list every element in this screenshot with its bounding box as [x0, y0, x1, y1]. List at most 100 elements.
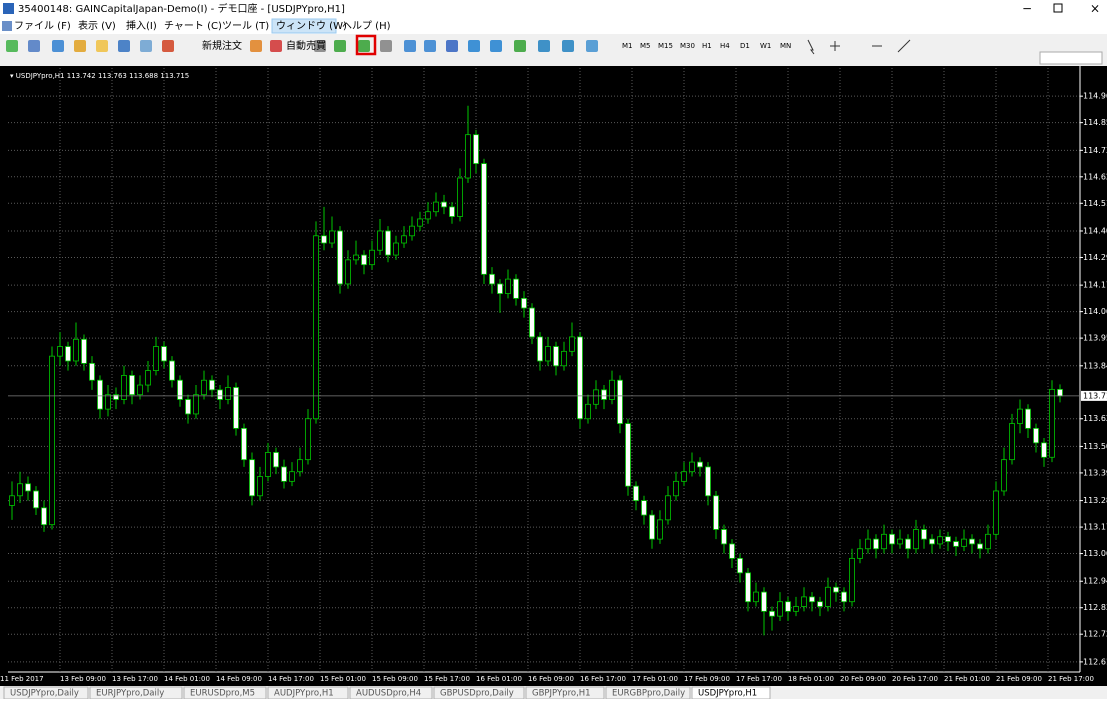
tool-icon[interactable] — [6, 40, 18, 52]
tool-icon[interactable] — [490, 40, 502, 52]
timeframe[interactable]: D1 — [740, 42, 750, 50]
tab-label[interactable]: EURJPYpro,Daily — [96, 689, 164, 699]
draw-tool[interactable] — [897, 39, 911, 53]
timeframe[interactable]: MN — [780, 42, 791, 50]
tool-icon[interactable] — [586, 40, 598, 52]
timeframe[interactable]: H4 — [720, 42, 730, 50]
candle-body — [737, 557, 743, 574]
candle-body — [273, 452, 279, 468]
candle-body — [409, 225, 415, 237]
app-icon — [3, 3, 14, 14]
candle-body — [369, 249, 375, 266]
x-tick-label: 16 Feb 17:00 — [580, 675, 626, 683]
tool-icon[interactable] — [468, 40, 480, 52]
candle-body — [753, 591, 759, 603]
close[interactable]: × — [1090, 2, 1100, 16]
candle-body — [881, 533, 887, 550]
tab-label[interactable]: AUDUSDpro,H4 — [356, 689, 421, 699]
candle-body — [801, 596, 807, 607]
tool-icon[interactable] — [446, 40, 458, 52]
candle-body — [705, 466, 711, 497]
candle-body — [305, 418, 311, 461]
tool-icon[interactable] — [74, 40, 86, 52]
candle-body — [1041, 442, 1047, 458]
menu-item[interactable]: 表示 (V) — [78, 19, 116, 32]
menu-item[interactable]: ツール (T) — [222, 21, 269, 32]
minimize[interactable]: − — [1022, 2, 1032, 16]
tab-label[interactable]: GBPUSDpro,Daily — [440, 689, 514, 699]
y-tick-label: 113.505 — [1083, 442, 1107, 451]
candle-body — [289, 471, 295, 482]
candle-body — [193, 394, 199, 415]
candle-body — [521, 297, 527, 309]
timeframe[interactable]: M30 — [680, 42, 695, 50]
tool-icon[interactable] — [270, 40, 282, 52]
chart-header: ▾ USDJPYpro,H1 113.742 113.763 113.688 1… — [10, 72, 189, 80]
candle-body — [649, 514, 655, 540]
tool-icon[interactable] — [250, 40, 262, 52]
tool-icon[interactable] — [28, 40, 40, 52]
search-box[interactable] — [1039, 51, 1103, 65]
highlight-box — [355, 34, 377, 56]
candle-body — [401, 235, 407, 244]
candle-body — [137, 384, 143, 396]
candle-body — [17, 483, 23, 497]
candle-body — [337, 230, 343, 285]
tab-label[interactable]: GBPJPYpro,H1 — [532, 689, 591, 699]
candle-body — [849, 557, 855, 603]
tool-icon[interactable] — [334, 40, 346, 52]
candle-body — [73, 338, 79, 362]
candle-body — [33, 490, 39, 509]
y-tick-label: 113.620 — [1083, 414, 1107, 423]
timeframe[interactable]: M15 — [658, 42, 673, 50]
candle-body — [945, 536, 951, 542]
candle-body — [617, 379, 623, 424]
tool-icon[interactable] — [424, 40, 436, 52]
restore[interactable] — [1053, 3, 1063, 13]
candle-body — [25, 483, 31, 492]
y-tick-label: 113.955 — [1083, 334, 1107, 343]
tool-button[interactable]: 新規注文 — [202, 39, 242, 52]
menu-item[interactable]: チャート (C) — [164, 20, 222, 32]
timeframe[interactable]: M5 — [640, 42, 651, 50]
timeframe[interactable]: W1 — [760, 42, 771, 50]
tool-icon[interactable] — [162, 40, 174, 52]
tool-icon[interactable] — [404, 40, 416, 52]
tool-icon[interactable] — [538, 40, 550, 52]
candle-body — [321, 235, 327, 244]
x-tick-label: 16 Feb 01:00 — [476, 675, 522, 683]
timeframe[interactable]: H1 — [702, 42, 712, 50]
timeframe[interactable]: M1 — [622, 42, 633, 50]
tool-icon[interactable] — [140, 40, 152, 52]
tab-label[interactable]: EURUSDpro,M5 — [190, 689, 255, 699]
tool-icon[interactable] — [514, 40, 526, 52]
menu-item[interactable]: 挿入(I) — [126, 19, 157, 32]
menu-item[interactable]: ファイル (F) — [14, 21, 71, 32]
tab-label[interactable]: USDJPYpro,H1 — [698, 689, 757, 699]
tool-icon[interactable] — [96, 40, 108, 52]
candle-body — [673, 480, 679, 497]
candle-body — [345, 259, 351, 285]
candle-body — [657, 519, 663, 540]
tab-label[interactable]: EURGBPpro,Daily — [612, 689, 685, 699]
menu-item[interactable]: ウィンドウ (W) — [276, 20, 347, 32]
tab-label[interactable]: USDJPYpro,Daily — [10, 689, 79, 699]
tool-icon[interactable] — [314, 40, 326, 52]
draw-tool[interactable] — [830, 41, 840, 51]
tool-icon[interactable] — [562, 40, 574, 52]
tool-icon[interactable] — [380, 40, 392, 52]
tool-button[interactable]: 自動売買 — [286, 39, 326, 52]
menu-item[interactable]: ヘルプ (H) — [342, 20, 391, 32]
candle-body — [825, 586, 831, 607]
tool-icon[interactable] — [118, 40, 130, 52]
candle-body — [233, 387, 239, 429]
tool-icon[interactable] — [358, 40, 370, 52]
candle-body — [553, 346, 559, 367]
candle-body — [985, 533, 991, 550]
tab-label[interactable]: AUDJPYpro,H1 — [274, 689, 334, 699]
candle-body — [505, 278, 511, 294]
candle-body — [601, 389, 607, 400]
tool-icon[interactable] — [52, 40, 64, 52]
draw-tool[interactable] — [807, 39, 815, 55]
candle-body — [169, 360, 175, 381]
